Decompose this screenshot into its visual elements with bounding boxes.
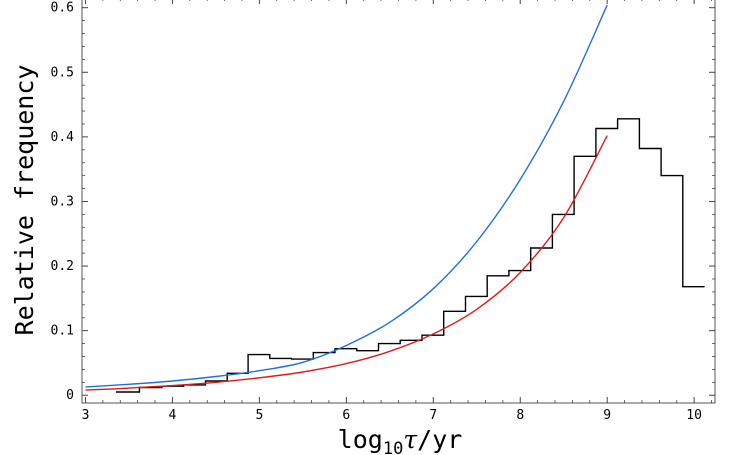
y-tick-label-0.5: 0.5 (51, 65, 74, 80)
x-axis-title-subscript: 10 (383, 439, 403, 455)
x-tick-label-7: 7 (429, 408, 437, 423)
curve-red (85, 135, 608, 391)
y-axis-title: Relative frequency (10, 65, 39, 336)
ticks: 3 4 5 6 7 8 9 10 0 0.1 0.2 0.3 0.4 0.5 0.6 (51, 0, 715, 423)
plot-frame (81, 0, 716, 404)
x-tick-label-10: 10 (686, 408, 702, 423)
histogram-step-line (115, 118, 705, 393)
x-axis-title-base: log (338, 425, 383, 454)
x-axis-title: log10τ/yr (338, 425, 463, 455)
x-tick-label-9: 9 (603, 408, 611, 423)
x-tick-label-4: 4 (169, 408, 177, 423)
x-axis-title-var: τ (403, 425, 418, 454)
x-axis-title-unit: /yr (417, 425, 462, 454)
y-tick-label-0.1: 0.1 (51, 324, 74, 339)
series-layer (85, 4, 705, 393)
y-tick-label-0: 0 (66, 388, 74, 403)
y-tick-label-0.4: 0.4 (51, 130, 75, 145)
y-tick-label-0.3: 0.3 (51, 194, 74, 209)
y-tick-label-0.2: 0.2 (51, 259, 74, 274)
x-tick-label-6: 6 (342, 408, 350, 423)
x-tick-label-8: 8 (516, 408, 524, 423)
x-tick-label-5: 5 (255, 408, 263, 423)
curve-blue (85, 4, 608, 388)
y-tick-label-0.6: 0.6 (51, 1, 74, 16)
x-tick-label-3: 3 (82, 408, 90, 423)
